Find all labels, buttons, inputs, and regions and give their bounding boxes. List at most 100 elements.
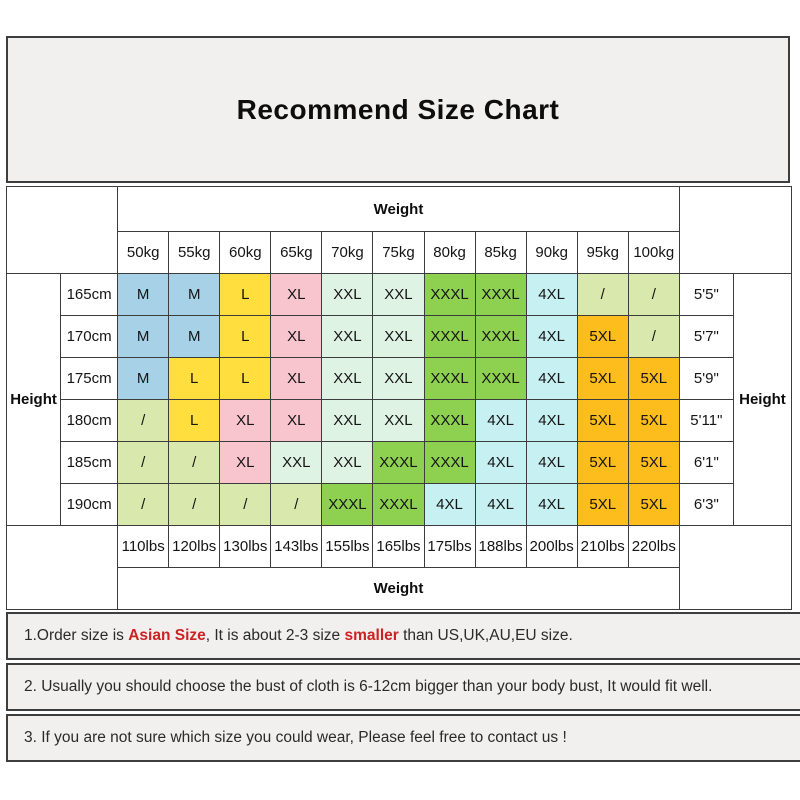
weight-kg-cell: 55kg (168, 231, 221, 274)
table-row: 185cm / / XL XXL XXL XXXL XXXL 4XL 4XL 5XL 5XL 6'1" (7, 441, 792, 484)
title-box: Recommend Size Chart (6, 36, 790, 183)
size-cell: XXL (321, 357, 374, 400)
size-cell: XL (219, 441, 272, 484)
weight-kg-cell: 90kg (525, 231, 578, 274)
size-cell: XL (270, 357, 323, 400)
size-cell: XXXL (474, 273, 527, 316)
size-cell: XXL (372, 273, 425, 316)
height-cm-cell: 165cm (60, 273, 119, 316)
size-cell: XXXL (423, 273, 476, 316)
size-cell: XXL (372, 357, 425, 400)
weight-lbs-cell: 188lbs (474, 525, 527, 568)
weight-kg-cell: 70kg (321, 231, 374, 274)
height-ft-cell: 5'7" (678, 315, 734, 358)
weight-kg-cell: 75kg (372, 231, 425, 274)
weight-lbs-cell: 175lbs (423, 525, 476, 568)
size-cell: 5XL (627, 399, 680, 442)
weight-header-top: Weight (117, 186, 680, 232)
weight-lbs-cell: 110lbs (117, 525, 170, 568)
size-cell: L (168, 399, 221, 442)
size-cell: 4XL (525, 441, 578, 484)
size-cell: M (117, 315, 170, 358)
height-cm-cell: 180cm (60, 399, 119, 442)
size-cell: XL (219, 399, 272, 442)
size-cell: 4XL (525, 357, 578, 400)
note-2: 2. Usually you should choose the bust of… (6, 663, 800, 711)
size-cell: / (117, 399, 170, 442)
weight-lbs-cell: 200lbs (525, 525, 578, 568)
weight-kg-cell: 50kg (117, 231, 170, 274)
size-cell: / (117, 441, 170, 484)
size-cell: 5XL (627, 483, 680, 526)
weight-lbs-cell: 120lbs (168, 525, 221, 568)
size-cell: / (168, 441, 221, 484)
size-cell: XXXL (321, 483, 374, 526)
size-cell: 5XL (576, 441, 629, 484)
size-cell: XXXL (423, 441, 476, 484)
size-chart-table: Weight 50kg 55kg 60kg 65kg 70kg 75kg 80kg 85kg 90… (5, 186, 793, 610)
table-row: 180cm / L XL XL XXL XXL XXXL 4XL 4XL 5XL 5XL 5'11" (7, 399, 792, 442)
weight-lbs-cell: 220lbs (627, 525, 680, 568)
size-cell: XXXL (474, 315, 527, 358)
table-row: 170cm M M L XL XXL XXL XXXL XXXL 4XL 5XL/5'7" (7, 315, 792, 358)
height-ft-cell: 5'5" (678, 273, 734, 316)
size-cell: XL (270, 273, 323, 316)
height-ft-cell: 6'3" (678, 483, 734, 526)
size-cell: XL (270, 399, 323, 442)
height-cm-cell: 170cm (60, 315, 119, 358)
size-cell: XXL (321, 399, 374, 442)
corner-bottom-right (678, 525, 793, 610)
weight-header-row-top: Weight (5, 186, 793, 274)
height-header-left: Height (5, 273, 62, 526)
corner-bottom-left (5, 525, 119, 610)
size-cell: XXL (372, 315, 425, 358)
size-cell: 4XL (474, 441, 527, 484)
weight-kg-cell: 60kg (219, 231, 272, 274)
note-3-text: 3. If you are not sure which size you co… (24, 729, 567, 746)
weight-kg-cell: 85kg (474, 231, 527, 274)
size-cell: / (117, 483, 170, 526)
height-cm-cell: 190cm (60, 483, 119, 526)
size-cell: L (219, 357, 272, 400)
size-cell: XXL (270, 441, 323, 484)
weight-kg-cell: 100kg (627, 231, 680, 274)
weight-lbs-cell: 130lbs (219, 525, 272, 568)
size-cell: L (168, 357, 221, 400)
size-cell: M (168, 315, 221, 358)
height-cm-cell: 175cm (60, 357, 119, 400)
corner-top-left (5, 186, 119, 274)
size-cell: L (219, 273, 272, 316)
table-row: 175cm M L L XL XXL XXL XXXL XXXL 4XL 5XL 5XL 5'9" (7, 357, 792, 400)
size-cell: 5XL (627, 441, 680, 484)
size-cell: XXXL (423, 315, 476, 358)
size-cell: XXL (372, 399, 425, 442)
size-cell: XXXL (423, 399, 476, 442)
size-cell: 5XL (576, 357, 629, 400)
size-cell: / (270, 483, 323, 526)
height-ft-cell: 6'1" (678, 441, 734, 484)
size-cell: 5XL (576, 399, 629, 442)
size-chart-table-body: Weight 50kg 55kg 60kg 65kg 70kg 75kg 80kg 85kg 90… (5, 186, 793, 610)
size-cell: M (117, 273, 170, 316)
note-2-text: 2. Usually you should choose the bust of… (24, 678, 713, 695)
size-cell: / (168, 483, 221, 526)
weight-kg-cell: 95kg (576, 231, 629, 274)
size-cell: M (117, 357, 170, 400)
size-cell: 5XL (576, 483, 629, 526)
note-1-text: 1.Order size is Asian Size, It is about … (24, 627, 573, 644)
size-cell: 4XL (474, 399, 527, 442)
weight-lbs-cell: 165lbs (372, 525, 425, 568)
size-cell: 4XL (474, 483, 527, 526)
size-cell: / (627, 273, 680, 316)
size-cell: 5XL (576, 315, 629, 358)
size-cell: M (168, 273, 221, 316)
size-cell: XXXL (372, 483, 425, 526)
weight-kg-cell: 65kg (270, 231, 323, 274)
weight-header-bottom: Weight (117, 567, 680, 610)
page-title: Recommend Size Chart (236, 93, 560, 125)
size-cell: / (219, 483, 272, 526)
size-cell: / (576, 273, 629, 316)
size-cell: 4XL (423, 483, 476, 526)
weight-header-row-bottom: Weight (7, 567, 792, 610)
size-cell: 4XL (525, 483, 578, 526)
